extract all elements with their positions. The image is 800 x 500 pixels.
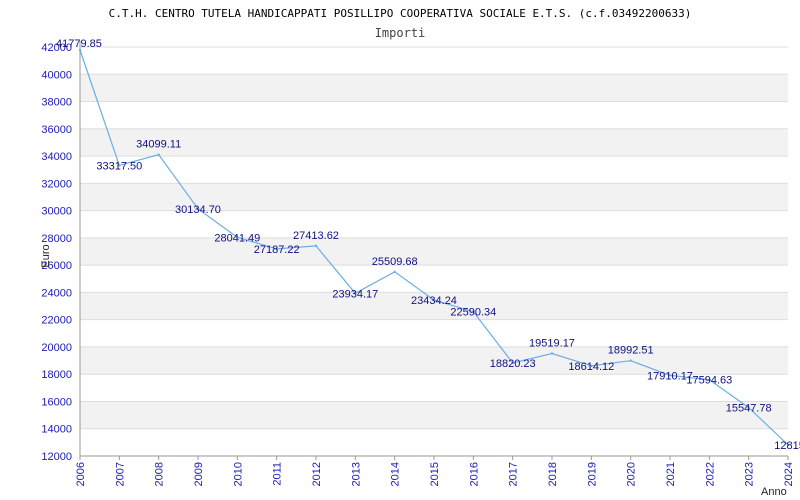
data-label: 27187.22 [254, 244, 300, 256]
grid-band [80, 101, 788, 129]
y-tick-label: 22000 [41, 315, 72, 327]
x-tick-label: 2015 [429, 462, 441, 486]
grid-band [80, 374, 788, 402]
data-label: 15547.78 [726, 403, 772, 415]
grid-band [80, 319, 788, 347]
y-axis-label: Euro [40, 244, 52, 267]
y-tick-label: 30000 [41, 206, 72, 218]
y-tick-label: 38000 [41, 97, 72, 109]
data-label: 30134.70 [175, 204, 221, 216]
grid-band [80, 237, 788, 266]
grid-bands [80, 47, 788, 456]
x-tick-label: 2021 [665, 462, 677, 486]
grid-band [80, 292, 788, 320]
data-point [157, 153, 160, 156]
data-point [550, 352, 554, 355]
data-label: 18614.12 [568, 361, 614, 373]
data-label: 17594.63 [686, 375, 732, 387]
x-tick-label: 2013 [350, 462, 362, 486]
data-point [354, 292, 357, 295]
y-tick-label: 24000 [41, 287, 72, 299]
y-tick-labels: 12000 14000 16000 18000 20000 22000 24000 26000… [41, 42, 72, 463]
data-point [78, 48, 82, 52]
data-label: 34099.11 [136, 139, 181, 151]
y-tick-label: 14000 [41, 424, 72, 436]
data-label: 18820.23 [490, 358, 536, 370]
grid-band [80, 74, 788, 102]
x-tick-label: 2024 [783, 462, 795, 486]
data-point [629, 359, 632, 362]
data-point [118, 164, 121, 167]
data-label: 23934.17 [332, 288, 378, 300]
data-label: 25509.68 [372, 256, 418, 268]
y-tick-label: 18000 [41, 369, 72, 381]
data-labels: 41779.85 33317.50 34099.11 30134.70 28041.49… [56, 38, 800, 452]
y-tick-label: 34000 [41, 151, 72, 163]
y-tick-label: 32000 [41, 178, 72, 190]
grid-band [80, 183, 788, 211]
data-point [275, 247, 278, 251]
grid-band [80, 47, 788, 75]
y-tick-label: 40000 [41, 69, 72, 81]
data-label: 22590.34 [450, 307, 496, 319]
data-point [511, 361, 514, 365]
x-tick-label: 2019 [586, 462, 598, 486]
x-tick-label: 2008 [154, 462, 166, 486]
x-tick-label: 2007 [114, 462, 126, 486]
x-axis-label: Anno [761, 486, 787, 498]
series-importi [78, 48, 790, 447]
x-tick-label: 2014 [390, 462, 402, 486]
x-tick-label: 2011 [272, 462, 284, 486]
y-tick-label: 12000 [41, 451, 72, 463]
grid-band [80, 428, 788, 456]
grid-band [80, 346, 788, 375]
x-tick-label: 2022 [704, 462, 716, 486]
data-label: 27413.62 [293, 230, 339, 242]
x-tick-label: 2016 [468, 462, 480, 486]
x-tick-label: 2023 [744, 462, 756, 486]
y-tick-label: 36000 [41, 124, 72, 136]
y-tick-label: 16000 [41, 396, 72, 408]
x-tick-label: 2010 [232, 462, 244, 486]
chart-subtitle: Importi [375, 26, 426, 40]
data-point [472, 310, 475, 313]
grid-band [80, 128, 788, 157]
data-point [590, 364, 593, 368]
data-label: 33317.50 [96, 160, 142, 172]
data-point [747, 406, 750, 409]
x-tick-label: 2006 [75, 462, 87, 486]
y-tick-label: 20000 [41, 342, 72, 354]
y-tick-label: 42000 [41, 42, 72, 54]
x-tick-label: 2020 [626, 462, 638, 486]
y-tick-label: 28000 [41, 233, 72, 245]
data-label: 28041.49 [214, 232, 260, 244]
grid-band [80, 156, 788, 184]
data-label: 23434.24 [411, 295, 457, 307]
grid-band [80, 265, 788, 293]
data-point [668, 374, 672, 377]
grid-lines [80, 46, 788, 457]
x-tick-label: 2018 [547, 462, 559, 486]
x-tick-label: 2012 [311, 462, 323, 486]
y-tick-label: 26000 [41, 260, 72, 272]
chart-title: C.T.H. CENTRO TUTELA HANDICAPPATI POSILL… [109, 7, 692, 20]
data-label: 17910.17 [647, 370, 693, 382]
data-point [196, 207, 200, 210]
data-label: 12815.8 [774, 440, 800, 452]
grid-band [80, 210, 788, 238]
data-point [786, 443, 790, 447]
data-label: 19519.17 [529, 337, 575, 349]
data-label: 18992.51 [608, 345, 654, 357]
data-point [432, 298, 436, 302]
grid-band [80, 401, 788, 429]
x-tick-label: 2017 [508, 462, 520, 486]
data-point [314, 244, 318, 248]
data-point [708, 378, 711, 381]
x-tick-labels: 2006 2007 2008 2009 2010 2011 2012 2013 2014 2015… [75, 456, 795, 486]
data-point [393, 270, 396, 274]
x-tick-label: 2009 [193, 462, 205, 486]
data-label: 41779.85 [56, 38, 102, 50]
data-point [236, 236, 239, 239]
